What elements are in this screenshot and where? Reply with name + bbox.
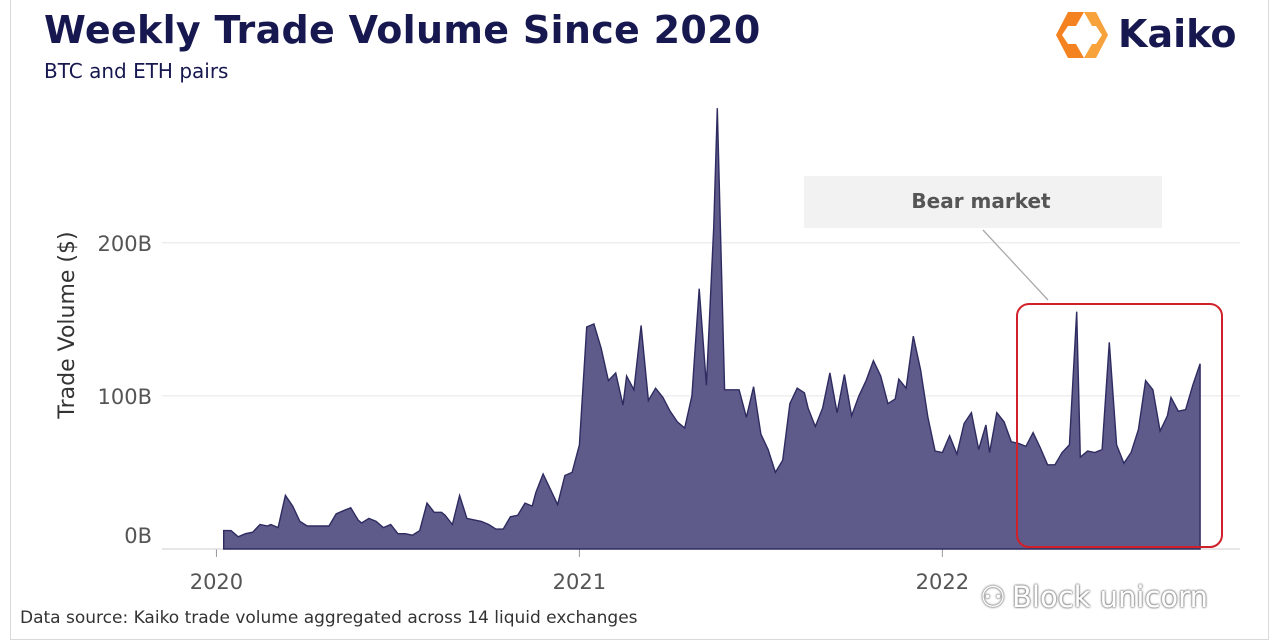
x-tick-label: 2020 bbox=[190, 570, 243, 594]
x-tick-label: 2022 bbox=[916, 570, 969, 594]
annotation-label: Bear market bbox=[911, 189, 1051, 213]
y-tick-label: 200B bbox=[98, 232, 153, 256]
annotation-pointer bbox=[982, 229, 1049, 301]
bear-market-annotation: Bear market bbox=[804, 176, 1223, 548]
chart-title: Weekly Trade Volume Since 2020 bbox=[44, 8, 761, 52]
logo-text: Kaiko bbox=[1118, 12, 1237, 56]
kaiko-logo: Kaiko bbox=[1054, 10, 1244, 60]
annotation-label-box bbox=[804, 176, 1162, 228]
x-tick-label: 2021 bbox=[553, 570, 606, 594]
watermark-text: Block unicorn bbox=[1012, 580, 1208, 614]
wechat-icon: ⚇ bbox=[980, 580, 1006, 614]
data-source-note: Data source: Kaiko trade volume aggregat… bbox=[20, 608, 638, 628]
y-tick-label: 0B bbox=[124, 524, 152, 548]
volume-area bbox=[223, 108, 1201, 550]
y-tick-label: 100B bbox=[98, 385, 153, 409]
watermark: ⚇ Block unicorn bbox=[980, 580, 1208, 614]
kaiko-logo-icon bbox=[1056, 12, 1108, 58]
bear-market-highlight bbox=[1016, 303, 1223, 548]
y-axis-label: Trade Volume ($) bbox=[55, 231, 80, 419]
y-axis-ticks: 0B 100B 200B bbox=[98, 232, 153, 548]
area-chart: 0B 100B 200B 2020 2021 2022 Trade Volume ($)… bbox=[55, 108, 1240, 594]
chart-subtitle: BTC and ETH pairs bbox=[44, 59, 229, 83]
